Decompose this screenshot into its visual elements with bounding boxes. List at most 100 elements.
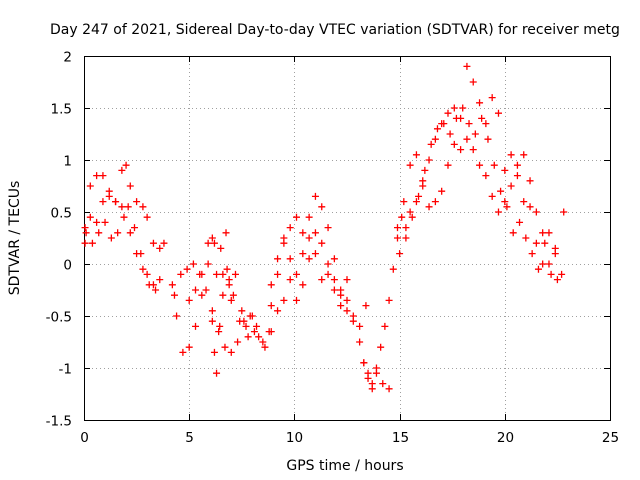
data-point: [526, 177, 534, 185]
data-point: [118, 166, 126, 174]
data-point: [126, 229, 134, 237]
chart-title: Day 247 of 2021, Sidereal Day-to-day VTE…: [50, 22, 620, 38]
data-point: [222, 229, 230, 237]
data-point: [305, 213, 313, 221]
y-tick-label: 0: [63, 258, 72, 274]
data-point: [362, 302, 370, 310]
data-point: [425, 203, 433, 211]
data-point: [438, 187, 446, 195]
data-point: [219, 270, 227, 278]
data-point: [465, 120, 473, 128]
data-point: [494, 109, 502, 117]
data-point: [507, 151, 515, 159]
data-point: [343, 307, 351, 315]
data-point: [337, 302, 345, 310]
data-point: [198, 291, 206, 299]
data-point: [216, 322, 224, 330]
series-track-h: [267, 192, 370, 336]
data-point: [156, 244, 164, 252]
series-track-a: [81, 161, 168, 252]
data-point: [221, 343, 229, 351]
data-point: [299, 281, 307, 289]
data-point: [389, 265, 397, 273]
data-point: [179, 348, 187, 356]
data-point: [210, 239, 218, 247]
x-tick-label: 25: [602, 430, 619, 446]
data-point: [213, 270, 221, 278]
data-point: [469, 78, 477, 86]
data-point: [86, 182, 94, 190]
data-point: [286, 276, 294, 284]
data-point: [198, 270, 206, 278]
data-point: [444, 161, 452, 169]
y-tick-label: -0.5: [46, 310, 72, 326]
data-point: [160, 239, 168, 247]
data-point: [488, 192, 496, 200]
data-point: [433, 125, 441, 133]
data-point: [118, 203, 126, 211]
data-point: [360, 359, 368, 367]
data-point: [372, 364, 380, 372]
data-point: [204, 239, 212, 247]
y-tick-labels: -1.5 -1 -0.5 0 0.5 1 1.5 2: [46, 50, 72, 430]
y-tick-label: 2: [63, 50, 72, 66]
data-point: [299, 250, 307, 258]
data-point: [406, 161, 414, 169]
data-point: [393, 224, 401, 232]
data-point: [494, 208, 502, 216]
data-point: [311, 250, 319, 258]
y-tick-label: 1.5: [51, 102, 72, 118]
data-point: [227, 296, 235, 304]
series-track-e: [168, 239, 269, 356]
data-point: [476, 99, 484, 107]
data-point: [189, 260, 197, 268]
data-point: [192, 322, 200, 330]
data-point: [255, 333, 263, 341]
data-point: [343, 276, 351, 284]
data-point: [225, 281, 233, 289]
data-point: [356, 338, 364, 346]
data-point: [516, 218, 524, 226]
data-point: [526, 203, 534, 211]
data-point: [88, 239, 96, 247]
data-point: [356, 322, 364, 330]
data-point: [478, 114, 486, 122]
data-point: [267, 328, 275, 336]
data-point: [143, 213, 151, 221]
data-point: [419, 177, 427, 185]
data-point: [185, 296, 193, 304]
data-point: [244, 333, 252, 341]
data-point: [219, 291, 227, 299]
data-point: [259, 338, 267, 346]
data-point: [126, 182, 134, 190]
data-point: [122, 161, 130, 169]
data-point: [431, 198, 439, 206]
data-point: [280, 296, 288, 304]
data-point: [509, 229, 517, 237]
data-point: [476, 161, 484, 169]
data-point: [168, 281, 176, 289]
series-track-c: [82, 213, 160, 294]
data-point: [482, 120, 490, 128]
y-tick-label: 0.5: [51, 206, 72, 222]
data-point: [560, 208, 568, 216]
data-point: [112, 198, 120, 206]
data-point: [490, 161, 498, 169]
data-point: [318, 239, 326, 247]
data-point: [398, 213, 406, 221]
grid: [84, 56, 610, 420]
data-point: [513, 161, 521, 169]
data-point: [377, 343, 385, 351]
data-point: [149, 239, 157, 247]
data-point: [324, 270, 332, 278]
data-point: [463, 135, 471, 143]
data-point: [177, 270, 185, 278]
x-tick-label: 10: [286, 430, 303, 446]
data-point: [208, 317, 216, 325]
data-point: [463, 62, 471, 70]
data-point: [522, 234, 530, 242]
data-point: [152, 286, 160, 294]
series-track-k: [360, 62, 566, 388]
data-point: [406, 208, 414, 216]
